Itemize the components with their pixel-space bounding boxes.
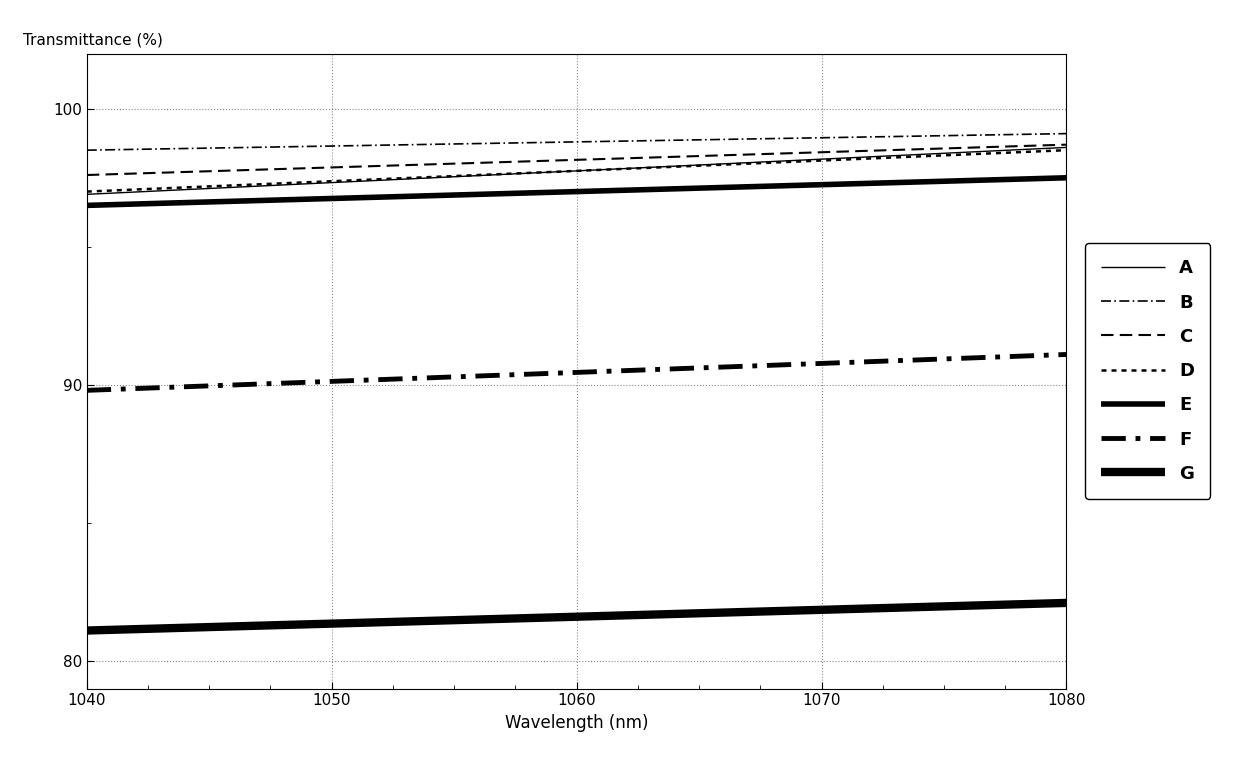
C — [551, 156, 565, 165]
F — [662, 364, 677, 373]
G — [609, 611, 624, 620]
B — [1035, 129, 1050, 138]
E — [544, 187, 559, 197]
B — [544, 138, 559, 147]
D — [1035, 147, 1050, 156]
A — [1059, 143, 1074, 152]
F — [609, 366, 624, 376]
Line: A: A — [87, 148, 1066, 194]
A — [551, 168, 565, 177]
E — [609, 186, 624, 195]
F — [883, 356, 898, 366]
A — [79, 190, 94, 199]
B — [609, 137, 624, 146]
C — [79, 171, 94, 180]
A — [883, 151, 898, 161]
C — [883, 145, 898, 155]
B — [1059, 129, 1074, 138]
G — [1059, 598, 1074, 607]
D — [662, 162, 677, 171]
X-axis label: Wavelength (nm): Wavelength (nm) — [505, 714, 649, 732]
A — [544, 168, 559, 177]
E — [1035, 174, 1050, 183]
D — [79, 187, 94, 196]
D — [883, 153, 898, 162]
D — [609, 164, 624, 174]
D — [1059, 145, 1074, 155]
Line: E: E — [87, 177, 1066, 205]
C — [609, 154, 624, 163]
D — [551, 167, 565, 176]
B — [883, 132, 898, 142]
E — [1059, 173, 1074, 182]
C — [544, 156, 559, 165]
F — [1059, 350, 1074, 359]
F — [1035, 350, 1050, 360]
A — [1035, 144, 1050, 153]
F — [79, 386, 94, 395]
B — [662, 135, 677, 145]
Line: C: C — [87, 145, 1066, 175]
C — [1035, 141, 1050, 150]
B — [551, 138, 565, 147]
Line: F: F — [87, 354, 1066, 390]
E — [662, 184, 677, 194]
E — [883, 178, 898, 187]
A — [662, 162, 677, 171]
A — [609, 164, 624, 174]
Text: Transmittance (%): Transmittance (%) — [24, 32, 162, 47]
G — [79, 626, 94, 635]
G — [662, 610, 677, 619]
B — [79, 145, 94, 155]
F — [544, 369, 559, 378]
C — [1059, 140, 1074, 149]
D — [544, 168, 559, 177]
C — [662, 152, 677, 161]
Line: D: D — [87, 150, 1066, 191]
Legend: A, B, C, D, E, F, G: A, B, C, D, E, F, G — [1085, 243, 1210, 499]
G — [551, 613, 565, 622]
G — [544, 613, 559, 622]
Line: G: G — [87, 603, 1066, 630]
E — [79, 200, 94, 210]
F — [551, 369, 565, 378]
G — [1035, 599, 1050, 608]
Line: B: B — [87, 134, 1066, 150]
E — [551, 187, 565, 197]
G — [883, 604, 898, 613]
